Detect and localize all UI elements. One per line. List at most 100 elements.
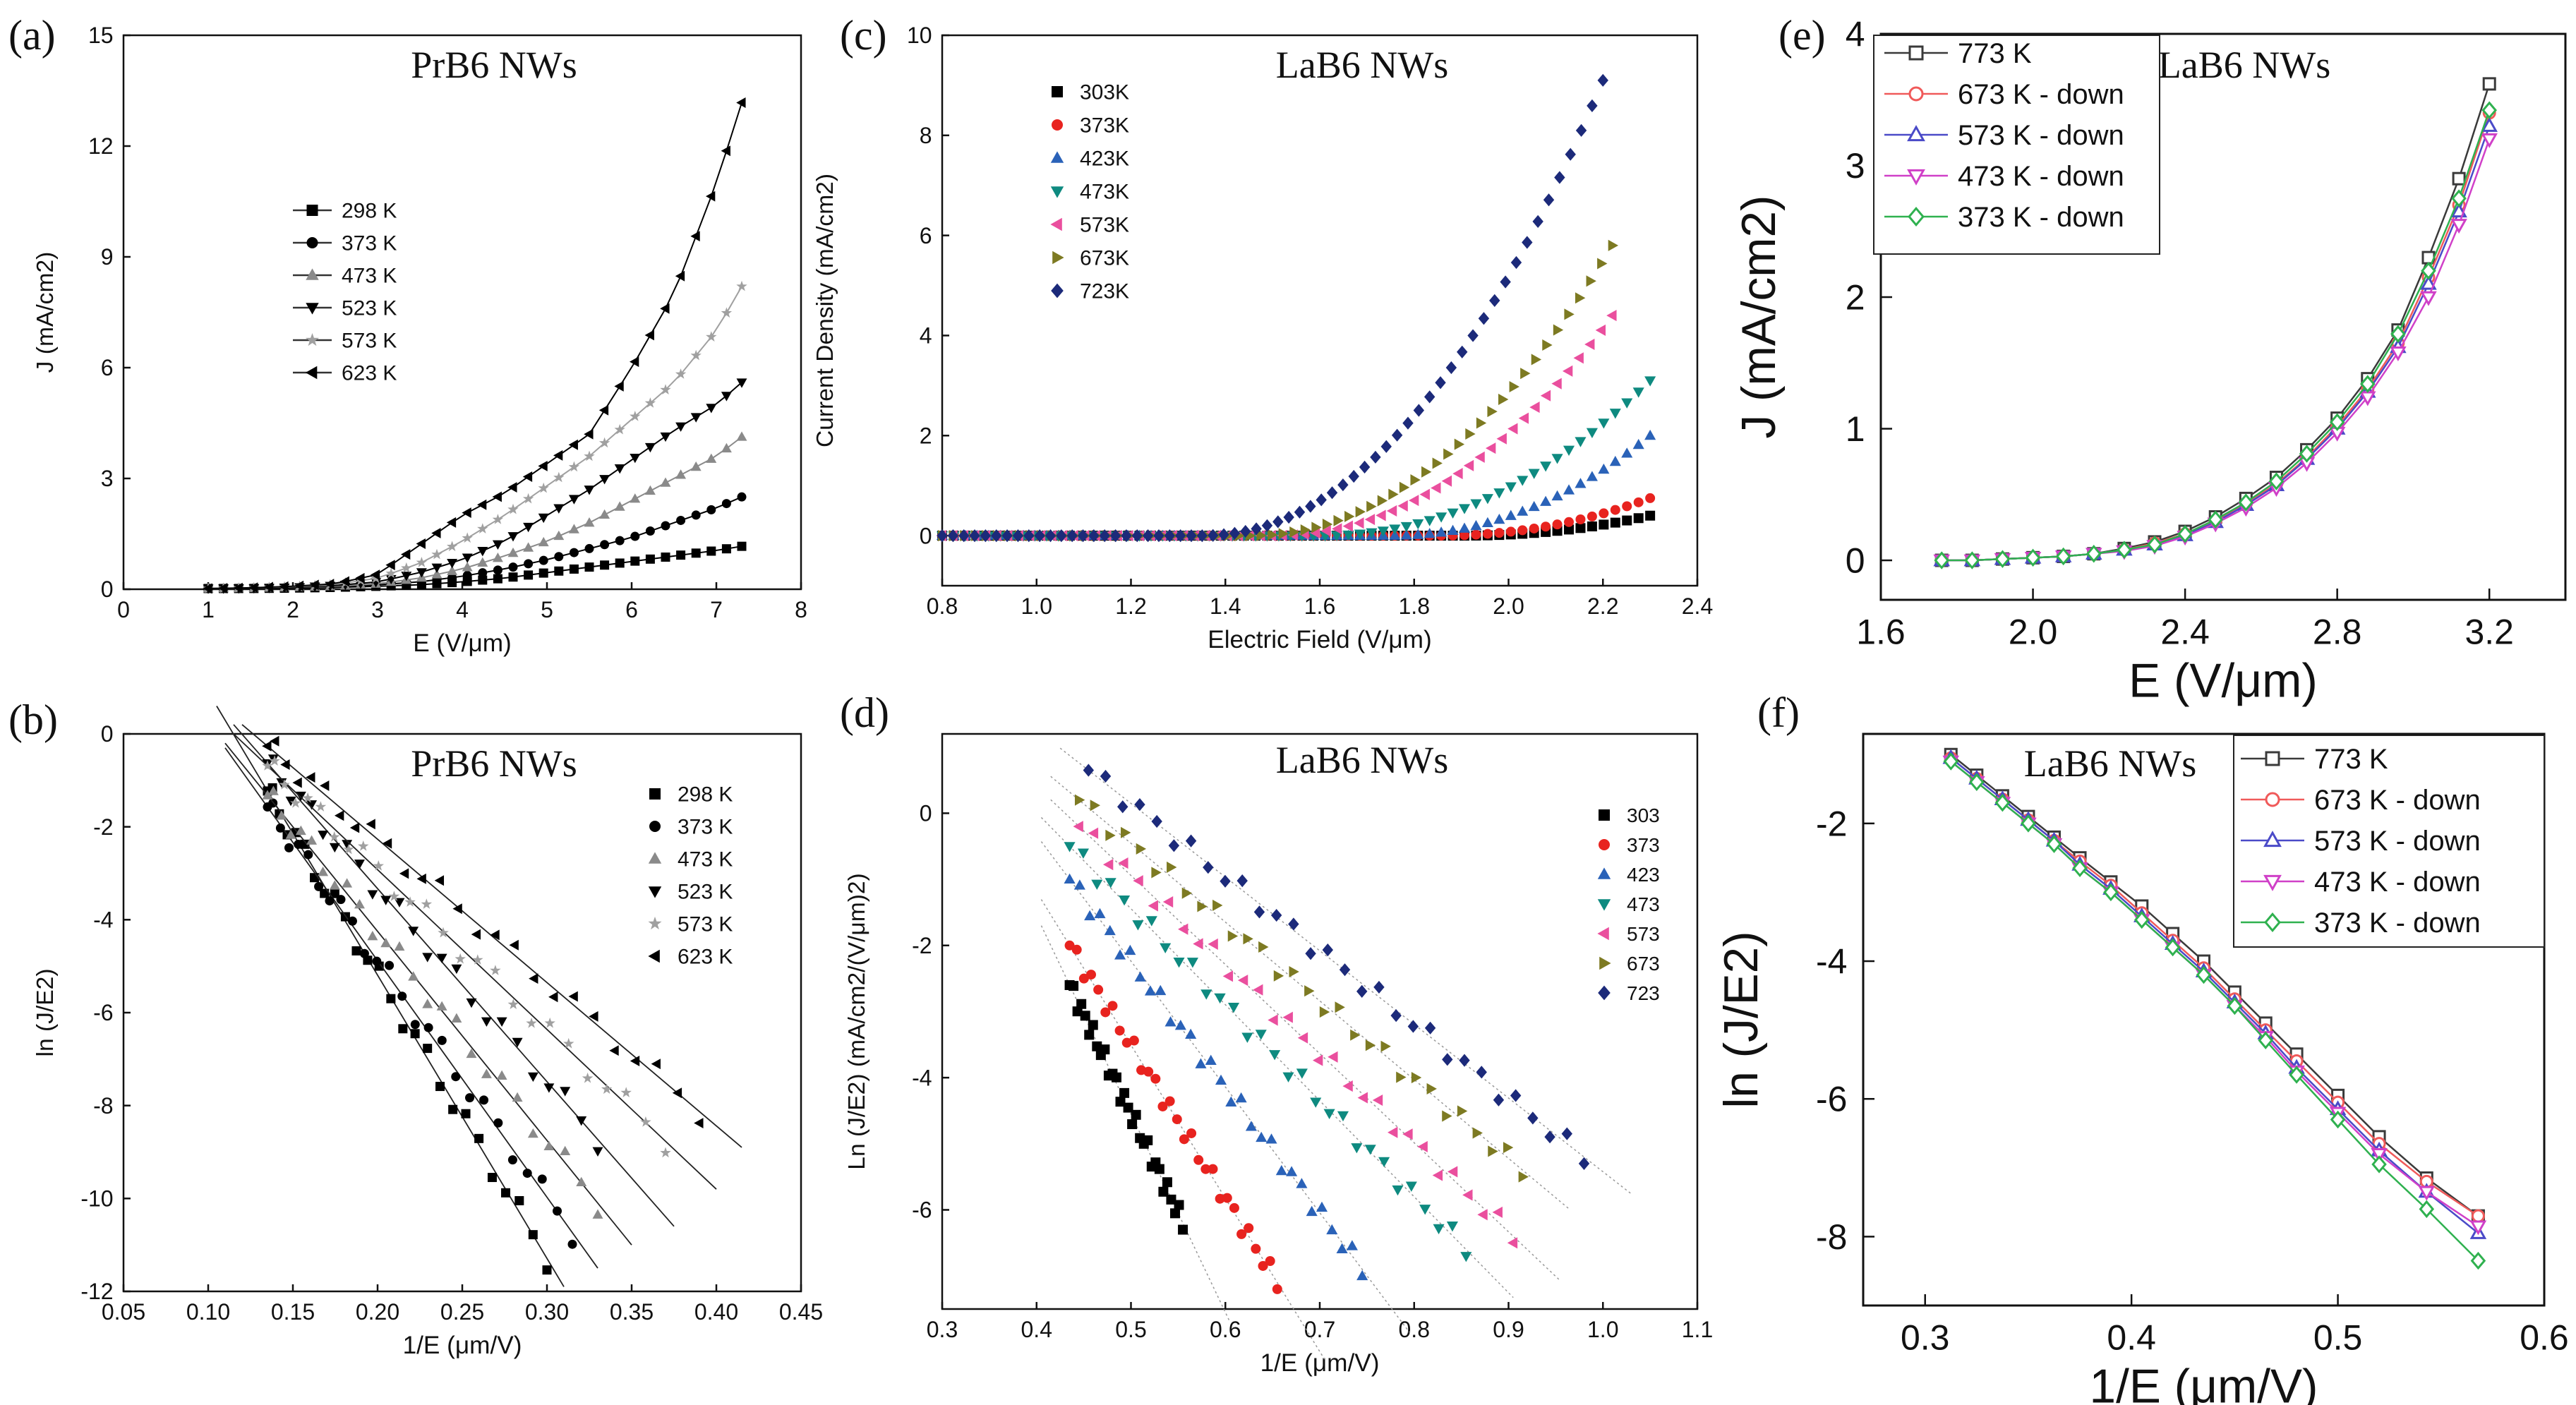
data-point <box>1158 1186 1169 1197</box>
data-point <box>1282 1072 1294 1083</box>
data-point <box>1071 944 1082 955</box>
data-point <box>492 491 502 502</box>
data-point <box>1564 308 1575 320</box>
data-point <box>1212 899 1223 912</box>
data-point <box>660 477 671 487</box>
legend-marker <box>1597 927 1609 941</box>
fit-line <box>1050 776 1570 1210</box>
data-point <box>416 873 426 884</box>
data-point <box>523 522 534 533</box>
data-point <box>1181 887 1193 899</box>
legend-marker <box>1599 809 1610 821</box>
plot-frame <box>122 34 802 591</box>
data-point <box>598 437 610 448</box>
data-point <box>538 513 549 524</box>
data-point <box>1174 1019 1186 1030</box>
data-point <box>466 998 477 1008</box>
data-point <box>630 493 641 503</box>
data-point <box>507 547 519 557</box>
data-point <box>1964 551 1980 569</box>
data-point <box>1164 529 1176 543</box>
legend-marker <box>1597 867 1611 879</box>
data-point <box>1034 529 1045 543</box>
data-point <box>1336 1243 1348 1254</box>
data-point <box>2025 548 2041 567</box>
data-point <box>1356 1270 1368 1281</box>
x-tick-label: 1.4 <box>1210 593 1241 619</box>
data-point <box>592 1147 603 1157</box>
data-point <box>706 331 717 342</box>
data-point <box>528 1230 538 1240</box>
data-point <box>1174 1200 1184 1210</box>
data-point <box>1578 1157 1590 1170</box>
data-point <box>1320 525 1331 537</box>
data-point <box>309 579 319 591</box>
data-point <box>1421 466 1432 478</box>
data-point <box>267 785 279 795</box>
data-point <box>1304 985 1315 997</box>
data-point <box>451 964 462 975</box>
data-point <box>1407 1020 1419 1033</box>
data-point <box>548 991 558 1003</box>
data-point <box>1127 1119 1138 1130</box>
data-point <box>501 1188 511 1198</box>
data-point <box>1356 984 1368 998</box>
y-tick-label: -6 <box>912 1198 932 1223</box>
data-point <box>1331 531 1343 542</box>
data-point <box>401 549 411 560</box>
legend-marker <box>648 886 662 898</box>
data-point <box>736 431 747 441</box>
data-point <box>1493 1093 1505 1106</box>
data-point <box>1131 1109 1141 1120</box>
data-point <box>382 838 392 849</box>
data-point <box>2450 219 2467 234</box>
legend-marker <box>1907 125 1925 142</box>
y-tick-label: 15 <box>88 23 114 48</box>
x-tick-label: 2.0 <box>2009 613 2058 652</box>
data-point <box>1365 1039 1376 1051</box>
data-point <box>285 796 296 807</box>
data-point <box>1542 339 1553 351</box>
data-point <box>1532 215 1543 228</box>
data-point <box>538 555 548 565</box>
data-point <box>1943 752 1959 771</box>
data-point <box>380 937 392 948</box>
series-473K <box>224 742 632 1246</box>
data-point <box>644 397 656 408</box>
data-point <box>285 829 296 839</box>
data-point <box>1645 510 1656 521</box>
fit-line <box>1040 925 1231 1323</box>
data-point <box>1186 1128 1197 1138</box>
series-523K <box>233 724 675 1227</box>
data-point <box>1390 1009 1402 1023</box>
x-tick-label: 8 <box>795 597 807 622</box>
data-point <box>1346 1240 1358 1250</box>
data-point <box>584 428 594 440</box>
data-point <box>401 562 412 573</box>
data-point <box>2055 547 2071 566</box>
legend-marker <box>2263 831 2282 848</box>
data-point <box>1472 1127 1483 1139</box>
data-point <box>1094 907 1106 919</box>
legend-marker <box>1599 956 1611 970</box>
data-point <box>1083 764 1095 777</box>
data-point <box>462 507 471 519</box>
data-point <box>721 145 730 157</box>
fit-line <box>233 733 717 1190</box>
data-point <box>1151 867 1162 879</box>
y-tick-label: 10 <box>907 23 932 48</box>
data-point <box>1173 958 1185 968</box>
x-tick-label: 0.5 <box>1115 1317 1146 1342</box>
data-point <box>1564 517 1575 527</box>
data-point <box>1644 429 1656 440</box>
x-tick-label: 5 <box>541 597 553 622</box>
y-tick-label: 0 <box>920 801 932 826</box>
data-point <box>1436 512 1448 523</box>
data-point <box>336 895 346 905</box>
data-point <box>1225 1096 1237 1106</box>
data-point <box>1150 1073 1161 1084</box>
data-point <box>279 779 290 790</box>
fit-line <box>1040 816 1514 1298</box>
data-point <box>314 881 324 891</box>
data-point <box>1447 1166 1458 1178</box>
